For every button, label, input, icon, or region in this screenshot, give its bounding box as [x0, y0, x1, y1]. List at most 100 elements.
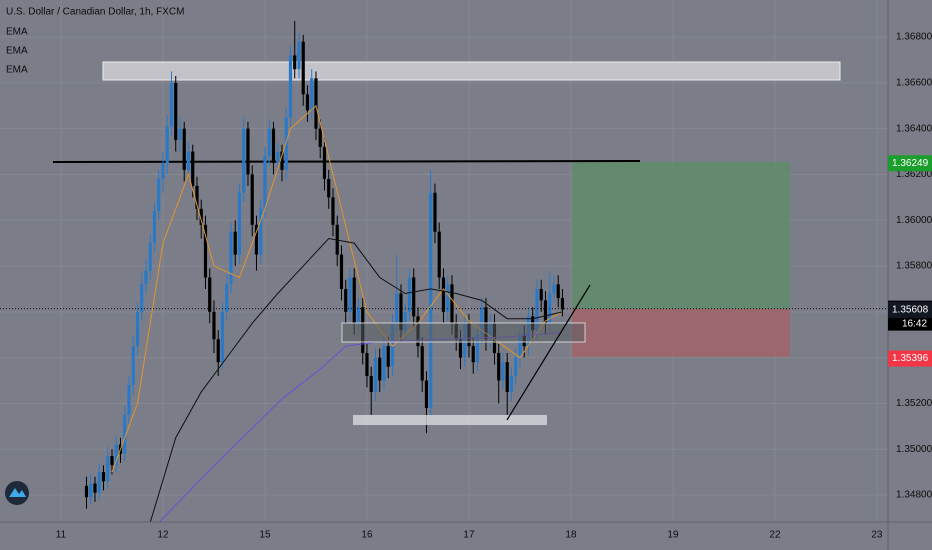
candle-body: [365, 353, 369, 376]
candle-body: [403, 311, 407, 331]
candle-body: [497, 353, 501, 381]
candle-body: [458, 339, 463, 358]
x-tick-label: 12: [157, 530, 169, 541]
candle-body: [131, 346, 135, 386]
candle-body: [254, 224, 259, 255]
candle-body: [276, 151, 280, 164]
candle-body: [267, 128, 271, 157]
candle-body: [382, 346, 386, 381]
candle-body: [114, 444, 118, 466]
candle-body: [501, 362, 505, 381]
candle-body: [242, 128, 246, 193]
candle-body: [424, 380, 429, 408]
candle-body: [259, 208, 263, 255]
candle-body: [191, 151, 195, 186]
candle-body: [420, 346, 424, 381]
candle-body: [110, 456, 114, 466]
legend-entry: EMA: [6, 65, 28, 76]
candle-body: [293, 55, 297, 70]
candle-body: [271, 128, 276, 164]
candle-body: [174, 82, 178, 141]
candle-body: [233, 231, 237, 255]
candle-body: [195, 185, 199, 209]
y-tick-label: 1.35000: [896, 444, 932, 455]
candle-body: [560, 298, 565, 310]
candle-body: [314, 78, 318, 129]
candle-body: [373, 357, 378, 392]
y-tick-label: 1.35200: [896, 398, 932, 409]
candle-body: [135, 311, 140, 347]
candle-body: [356, 307, 361, 324]
candle-body: [288, 55, 293, 118]
candle-body: [518, 334, 522, 358]
candle-body: [543, 300, 548, 324]
price-label-box: [888, 155, 932, 172]
candle-body: [301, 41, 305, 95]
legend-entry: EMA: [6, 46, 28, 57]
candle-body: [327, 179, 331, 198]
legend: EMA EMA EMA: [6, 27, 28, 76]
candle-body: [450, 284, 454, 324]
legend-entry: EMA: [6, 27, 28, 38]
candle-body: [399, 293, 403, 331]
price-label-box: [888, 301, 932, 318]
candle-body: [480, 307, 484, 335]
candle-body: [386, 346, 390, 367]
candle-body: [552, 284, 556, 294]
axes: 1.36800 1.36600 1.36400 1.36200 1.36000 1.358…: [56, 32, 932, 541]
y-tick-label: 1.36000: [896, 215, 932, 226]
candle-body: [101, 472, 106, 482]
candle-body: [318, 128, 322, 147]
candle-body: [225, 284, 229, 312]
countdown-box: [888, 316, 932, 331]
candle-body: [220, 311, 225, 363]
chart-title: U.S. Dollar / Canadian Dollar, 1h, FXCM: [6, 7, 184, 18]
x-tick-label: 16: [361, 530, 373, 541]
resistance-zone: [102, 61, 841, 81]
candle-body: [84, 485, 89, 498]
price-label: 1.35608: [892, 305, 929, 316]
y-tick-label: 1.36200: [896, 169, 932, 180]
candle-body: [322, 146, 327, 180]
candle-body: [157, 179, 161, 212]
candle-body: [446, 284, 450, 312]
candle-body: [556, 284, 560, 299]
x-tick-label: 23: [871, 530, 883, 541]
candle-body: [369, 375, 373, 392]
candle-body: [178, 128, 182, 141]
candle-body: [331, 197, 335, 225]
logo-mark: [9, 488, 26, 497]
y-tick-label: 1.36600: [896, 78, 932, 89]
candle-body: [161, 163, 165, 180]
candle-body: [310, 78, 314, 111]
candle-body: [123, 414, 127, 454]
price-label: 1.35396: [892, 353, 929, 364]
candle-body: [186, 151, 191, 170]
x-tick-label: 18: [565, 530, 577, 541]
candle-body: [475, 334, 480, 363]
candle-body: [165, 126, 169, 164]
candle-body: [378, 357, 382, 381]
candle-body: [429, 192, 433, 408]
candle-body: [212, 311, 216, 340]
candle-body: [169, 82, 174, 127]
ema-line: [149, 238, 563, 522]
x-tick-label: 22: [769, 530, 781, 541]
y-tick-label: 1.36800: [896, 32, 932, 43]
candle-body: [89, 483, 93, 498]
candle-body: [407, 277, 412, 312]
candle-body: [412, 277, 416, 317]
candle-body: [433, 192, 437, 232]
candle-body: [390, 323, 395, 367]
candle-body: [246, 128, 250, 175]
drawings: [52, 61, 841, 357]
support-zone: [341, 322, 586, 343]
candle-body: [297, 41, 301, 70]
x-tick-label: 11: [56, 530, 67, 541]
candle-body: [216, 339, 220, 363]
candle-body: [352, 277, 356, 324]
candle-body: [348, 277, 352, 312]
candle-body: [305, 94, 310, 111]
profit-zone: [572, 162, 790, 309]
